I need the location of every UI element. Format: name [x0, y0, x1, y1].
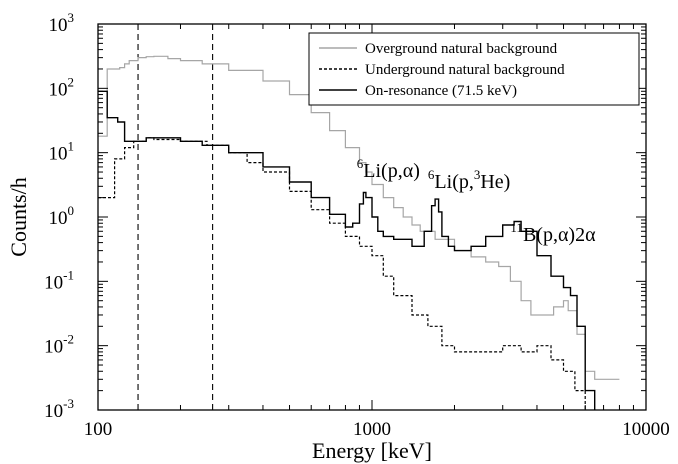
y-tick-label-1e-2: 10-2 [44, 332, 74, 358]
series-line-3 [98, 90, 596, 410]
y-tick-label-1e1: 101 [49, 139, 75, 165]
plot-area [137, 24, 214, 410]
series-group [98, 55, 620, 410]
series-line-2 [98, 137, 586, 410]
x-axis: 100 1000 10000 [84, 24, 670, 440]
legend-label-3: On-resonance (71.5 keV) [365, 83, 517, 99]
legend: Overground natural background Underground… [308, 32, 640, 106]
y-tick-label-1e2: 102 [49, 74, 75, 100]
legend-box [308, 32, 640, 106]
y-tick-label-1e3: 103 [49, 10, 75, 36]
y-axis-label: Counts/h [6, 177, 31, 256]
annotation-li6-phe3: 6Li(p,3He) [428, 167, 510, 193]
x-tick-label-10000: 10000 [622, 419, 670, 440]
x-axis-label: Energy [keV] [312, 438, 432, 463]
annotation-li6-palpha: 6Li(p,α) [357, 156, 420, 182]
annotations: 6Li(p,α) 6Li(p,3He) 11B(p,α)2α [357, 156, 596, 246]
y-tick-label-1e0: 100 [49, 203, 75, 229]
series-line-1 [98, 55, 620, 380]
x-tick-label-1000: 1000 [353, 419, 391, 440]
y-tick-label-1e-1: 10-1 [44, 267, 74, 293]
legend-label-1: Overground natural background [365, 41, 558, 57]
legend-label-2: Underground natural background [365, 62, 565, 78]
annotation-b11-palpha: 11B(p,α)2α [510, 220, 596, 246]
y-axis: 10-3 10-2 10-1 100 101 102 103 [44, 10, 646, 422]
x-tick-label-100: 100 [84, 419, 113, 440]
y-tick-label-1e-3: 10-3 [44, 396, 74, 422]
